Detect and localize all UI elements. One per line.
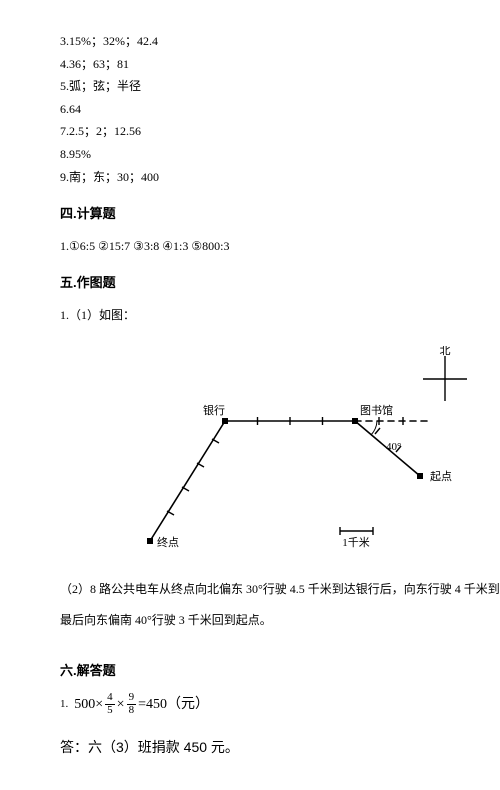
fraction-1: 4 5	[105, 692, 115, 716]
fraction-2: 9 8	[127, 692, 137, 716]
diagram-container: 北	[130, 346, 490, 566]
answer-line-9: 9.南；东；30；400	[60, 167, 500, 189]
section-5-answer-2: （2）8 路公共电车从终点向北偏东 30°行驶 4.5 千米到达银行后，向东行驶…	[60, 574, 500, 636]
formula-eq: =450（元）	[138, 692, 209, 717]
label-library: 图书馆	[360, 403, 393, 417]
label-bank: 银行	[203, 403, 225, 417]
label-north: 北	[440, 346, 451, 357]
formula-index: 1.	[60, 695, 68, 715]
section-4-heading: 四.计算题	[60, 202, 500, 225]
answer-line-4: 4.36；63；81	[60, 54, 500, 76]
answer-line-7: 7.2.5；2；12.56	[60, 121, 500, 143]
label-end: 终点	[157, 535, 179, 549]
route-diagram: 北	[130, 346, 490, 566]
formula-mid: ×	[117, 692, 125, 717]
section-5-answer-1: 1.（1）如图：	[60, 305, 500, 327]
label-angle: 40°	[386, 441, 401, 453]
formula-base: 500×	[74, 692, 103, 717]
section-4-answer-1: 1.①6:5 ②15:7 ③3:8 ④1:3 ⑤800:3	[60, 236, 500, 258]
label-scale: 1千米	[342, 536, 370, 549]
section-6-answer: 答：六（3）班捐款 450 元。	[60, 735, 500, 760]
section-6-heading: 六.解答题	[60, 659, 500, 682]
label-start: 起点	[430, 470, 452, 483]
section-5-heading: 五.作图题	[60, 271, 500, 294]
answer-line-5: 5.弧；弦；半径	[60, 76, 500, 98]
answer-line-3: 3.15%；32%；42.4	[60, 31, 500, 53]
answer-line-6: 6.64	[60, 99, 500, 121]
answer-line-8: 8.95%	[60, 144, 500, 166]
section-6-formula: 1. 500× 4 5 × 9 8 =450（元）	[60, 692, 500, 717]
